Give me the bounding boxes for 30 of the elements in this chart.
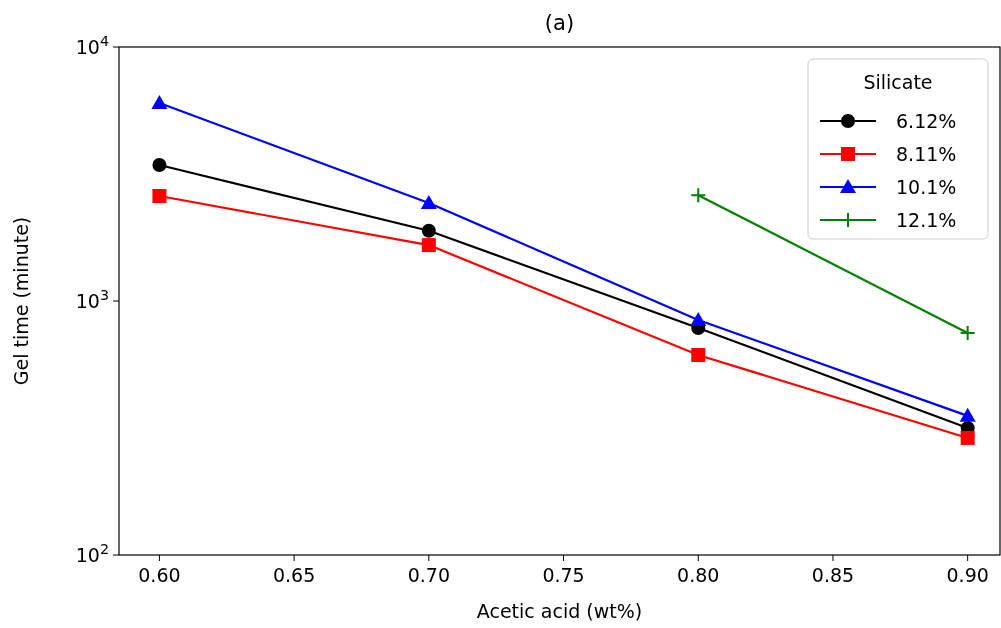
point — [690, 311, 707, 326]
y-tick-label: 10$^{2}$ — [75, 541, 109, 566]
legend-label: 6.12% — [896, 110, 957, 132]
legend-label: 8.11% — [896, 143, 957, 165]
legend-label: 10.1% — [896, 176, 957, 198]
chart-title: (a) — [544, 11, 575, 35]
x-tick-label: 0.85 — [811, 564, 855, 586]
point — [959, 407, 976, 422]
legend-label: 12.1% — [896, 209, 957, 231]
point — [690, 187, 707, 204]
point — [420, 195, 437, 210]
x-tick-label: 0.65 — [272, 564, 316, 586]
point — [152, 158, 167, 173]
point — [152, 189, 167, 204]
y-tick-label: 10$^{3}$ — [75, 287, 109, 312]
x-tick-label: 0.75 — [542, 564, 585, 586]
point — [421, 238, 436, 253]
x-tick-label: 0.80 — [677, 564, 720, 586]
point — [151, 94, 168, 109]
point — [691, 347, 706, 362]
x-tick-label: 0.60 — [138, 564, 181, 586]
legend-title: Silicate — [863, 71, 933, 93]
x-tick-label: 0.90 — [946, 564, 989, 586]
y-tick-label: 10$^{4}$ — [75, 33, 109, 58]
x-tick-label: 0.70 — [407, 564, 450, 586]
y-axis-title: Gel time (minute) — [10, 216, 32, 386]
point — [959, 325, 976, 342]
x-axis-title: Acetic acid (wt%) — [476, 600, 643, 622]
point — [421, 223, 436, 238]
point — [960, 430, 975, 445]
